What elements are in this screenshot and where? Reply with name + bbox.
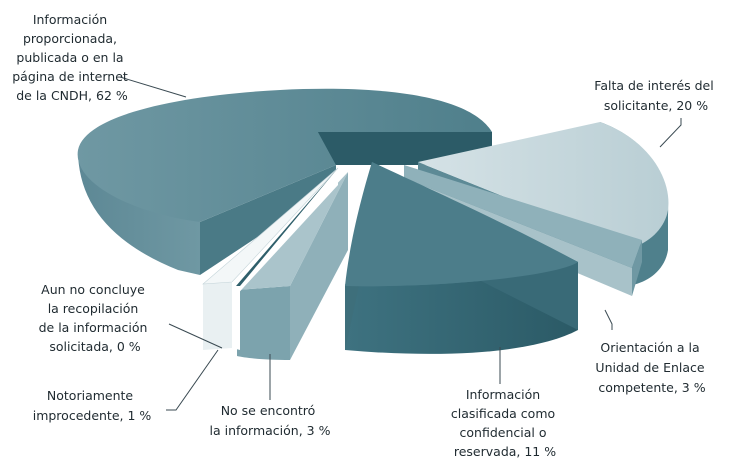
- slice-clasificada: [345, 162, 578, 354]
- slice-falta-interes-top: [418, 122, 669, 248]
- slice-aun-no-concluye-top: [236, 168, 338, 286]
- slice-aun-no-concluye: [236, 168, 338, 286]
- leader-informacion-proporcionada: [119, 76, 187, 98]
- leader-aun-no-concluye: [168, 323, 223, 349]
- label-informacion-proporcionada: Información proporcionada, publicada o e…: [12, 12, 132, 103]
- label-aun-no-concluye: Aun no concluye la recopilación de la in…: [39, 282, 152, 354]
- leader-orientacion: [604, 309, 613, 330]
- slice-orientacion-top: [404, 165, 642, 268]
- label-notoriamente: Notoriamente improcedente, 1 %: [33, 388, 152, 423]
- label-no-encontro: No se encontró la información, 3 %: [210, 403, 331, 438]
- label-falta-interes: Falta de interés del solicitante, 20 %: [594, 78, 717, 113]
- label-clasificada: Información clasificada como confidencia…: [451, 387, 559, 459]
- slice-notoriamente-top: [202, 167, 339, 285]
- slice-informacion-proporcionada-top: [77, 88, 492, 222]
- slice-notoriamente: [202, 167, 339, 350]
- slice-informacion-proporcionada: [77, 88, 492, 275]
- slice-informacion-proporcionada-inner-wall: [200, 165, 336, 275]
- leader-falta-interes: [659, 118, 682, 148]
- slice-no-encontro-side: [237, 286, 290, 360]
- slice-notoriamente-side: [203, 282, 232, 350]
- label-orientacion: Orientación a la Unidad de Enlace compet…: [595, 340, 708, 395]
- leader-notoriamente: [166, 349, 219, 411]
